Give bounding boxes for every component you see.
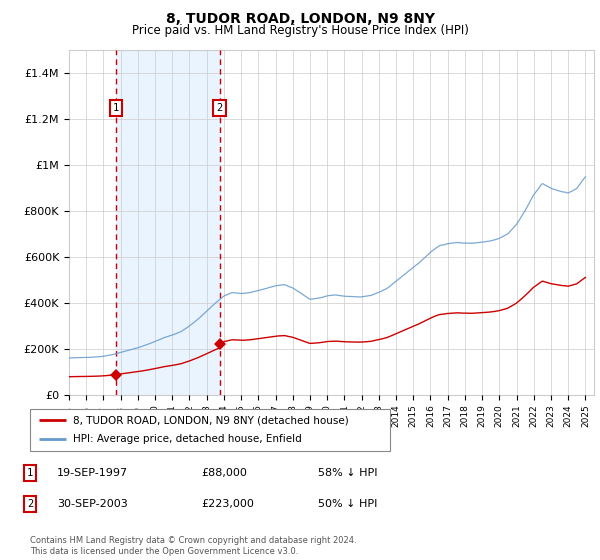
Text: £88,000: £88,000 [201, 468, 247, 478]
Text: Price paid vs. HM Land Registry's House Price Index (HPI): Price paid vs. HM Land Registry's House … [131, 24, 469, 36]
Text: 2: 2 [217, 103, 223, 113]
Text: 1: 1 [113, 103, 119, 113]
Text: 8, TUDOR ROAD, LONDON, N9 8NY (detached house): 8, TUDOR ROAD, LONDON, N9 8NY (detached … [73, 415, 349, 425]
Text: 19-SEP-1997: 19-SEP-1997 [57, 468, 128, 478]
Text: Contains HM Land Registry data © Crown copyright and database right 2024.
This d: Contains HM Land Registry data © Crown c… [30, 536, 356, 556]
Text: 1: 1 [27, 468, 33, 478]
Text: HPI: Average price, detached house, Enfield: HPI: Average price, detached house, Enfi… [73, 435, 302, 445]
Text: £223,000: £223,000 [201, 499, 254, 509]
Text: 58% ↓ HPI: 58% ↓ HPI [318, 468, 377, 478]
Text: 30-SEP-2003: 30-SEP-2003 [57, 499, 128, 509]
Text: 8, TUDOR ROAD, LONDON, N9 8NY: 8, TUDOR ROAD, LONDON, N9 8NY [166, 12, 434, 26]
Text: 2: 2 [27, 499, 33, 509]
FancyBboxPatch shape [30, 409, 390, 451]
Text: 50% ↓ HPI: 50% ↓ HPI [318, 499, 377, 509]
Bar [116, 50, 220, 395]
